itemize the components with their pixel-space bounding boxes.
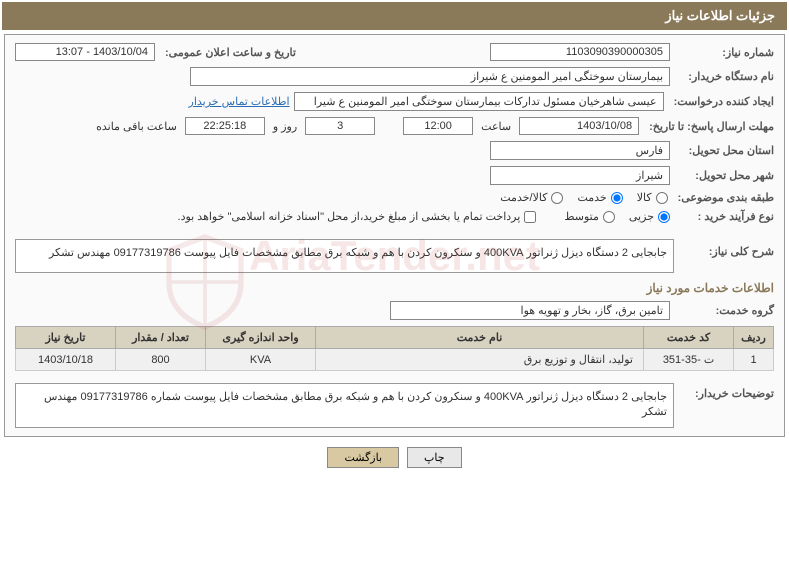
th-qty: تعداد / مقدار xyxy=(116,327,206,349)
category-label: طبقه بندی موضوعی: xyxy=(672,191,774,204)
row-province: استان محل تحویل: فارس xyxy=(15,141,774,160)
countdown-field: 22:25:18 xyxy=(185,117,265,135)
radio-service[interactable]: خدمت xyxy=(577,191,622,204)
td-row-n: 1 xyxy=(734,349,774,371)
payment-checkbox[interactable] xyxy=(524,211,536,223)
service-group-label: گروه خدمت: xyxy=(674,304,774,317)
deadline-label: مهلت ارسال پاسخ: تا تاریخ: xyxy=(643,120,774,133)
contact-link[interactable]: اطلاعات تماس خریدار xyxy=(189,95,290,108)
buyer-org-label: نام دستگاه خریدار: xyxy=(674,70,774,83)
services-table: ردیف کد خدمت نام خدمت واحد اندازه گیری ت… xyxy=(15,326,774,371)
announce-field: 1403/10/04 - 13:07 xyxy=(15,43,155,61)
category-radios: کالا خدمت کالا/خدمت xyxy=(500,191,667,204)
service-group-field: تامین برق، گاز، بخار و تهویه هوا xyxy=(390,301,670,320)
radio-service-label: خدمت xyxy=(577,191,606,204)
province-label: استان محل تحویل: xyxy=(674,144,774,157)
time-label: ساعت xyxy=(481,120,511,133)
requester-field: عیسی شاهرخیان مسئول تدارکات بیمارستان سو… xyxy=(294,92,664,111)
radio-goods-input[interactable] xyxy=(656,192,668,204)
page-header: جزئیات اطلاعات نیاز xyxy=(2,2,787,30)
summary-label: شرح کلی نیاز: xyxy=(674,239,774,258)
row-proc-type: نوع فرآیند خرید : جزیی متوسط پرداخت تمام… xyxy=(15,210,774,223)
page-title: جزئیات اطلاعات نیاز xyxy=(665,8,775,23)
radio-goods-label: کالا xyxy=(637,191,652,204)
th-date: تاریخ نیاز xyxy=(16,327,116,349)
th-row: ردیف xyxy=(734,327,774,349)
td-date: 1403/10/18 xyxy=(16,349,116,371)
th-name: نام خدمت xyxy=(316,327,644,349)
radio-partial-label: جزیی xyxy=(629,210,654,223)
row-requester: ایجاد کننده درخواست: عیسی شاهرخیان مسئول… xyxy=(15,92,774,111)
proc-radios: جزیی متوسط xyxy=(564,210,670,223)
city-label: شهر محل تحویل: xyxy=(674,169,774,182)
payment-checkbox-wrap[interactable]: پرداخت تمام یا بخشی از مبلغ خرید،از محل … xyxy=(178,210,537,223)
radio-partial[interactable]: جزیی xyxy=(629,210,670,223)
days-field: 3 xyxy=(305,117,375,135)
row-deadline: مهلت ارسال پاسخ: تا تاریخ: 1403/10/08 سا… xyxy=(15,117,774,135)
td-code: ت -35-351 xyxy=(644,349,734,371)
need-number-label: شماره نیاز: xyxy=(674,46,774,59)
need-number-field: 1103090390000305 xyxy=(490,43,670,61)
radio-partial-input[interactable] xyxy=(658,211,670,223)
td-unit: KVA xyxy=(206,349,316,371)
radio-goods-service-label: کالا/خدمت xyxy=(500,191,547,204)
deadline-time-field: 12:00 xyxy=(403,117,473,135)
summary-box: جابجایی 2 دستگاه دیزل ژنراتور 400KVA و س… xyxy=(15,239,674,273)
table-header-row: ردیف کد خدمت نام خدمت واحد اندازه گیری ت… xyxy=(16,327,774,349)
row-category: طبقه بندی موضوعی: کالا خدمت کالا/خدمت xyxy=(15,191,774,204)
services-section-title: اطلاعات خدمات مورد نیاز xyxy=(15,281,774,295)
days-text: روز و xyxy=(273,120,297,133)
radio-medium[interactable]: متوسط xyxy=(564,210,615,223)
td-qty: 800 xyxy=(116,349,206,371)
print-button[interactable]: چاپ xyxy=(407,447,462,468)
radio-goods-service-input[interactable] xyxy=(551,192,563,204)
buyer-org-field: بیمارستان سوختگی امیر المومنین ع شیراز xyxy=(190,67,670,86)
button-row: چاپ بازگشت xyxy=(0,447,789,468)
td-name: تولید، انتقال و توزیع برق xyxy=(316,349,644,371)
province-field: فارس xyxy=(490,141,670,160)
table-row: 1 ت -35-351 تولید، انتقال و توزیع برق KV… xyxy=(16,349,774,371)
buyer-desc-label: توضیحات خریدار: xyxy=(674,377,774,400)
main-form: شماره نیاز: 1103090390000305 تاریخ و ساع… xyxy=(4,34,785,437)
row-summary: شرح کلی نیاز: جابجایی 2 دستگاه دیزل ژنرا… xyxy=(15,239,774,273)
buyer-desc-box: جابجایی 2 دستگاه دیزل ژنراتور 400KVA و س… xyxy=(15,383,674,428)
city-field: شیراز xyxy=(490,166,670,185)
th-code: کد خدمت xyxy=(644,327,734,349)
deadline-date-field: 1403/10/08 xyxy=(519,117,639,135)
payment-note: پرداخت تمام یا بخشی از مبلغ خرید،از محل … xyxy=(178,210,521,223)
proc-type-label: نوع فرآیند خرید : xyxy=(674,210,774,223)
radio-goods-service[interactable]: کالا/خدمت xyxy=(500,191,563,204)
back-button[interactable]: بازگشت xyxy=(327,447,399,468)
radio-service-input[interactable] xyxy=(611,192,623,204)
row-city: شهر محل تحویل: شیراز xyxy=(15,166,774,185)
radio-goods[interactable]: کالا xyxy=(637,191,668,204)
radio-medium-input[interactable] xyxy=(603,211,615,223)
row-service-group: گروه خدمت: تامین برق، گاز، بخار و تهویه … xyxy=(15,301,774,320)
requester-label: ایجاد کننده درخواست: xyxy=(668,95,774,108)
remaining-text: ساعت باقی مانده xyxy=(96,120,177,133)
th-unit: واحد اندازه گیری xyxy=(206,327,316,349)
row-buyer-org: نام دستگاه خریدار: بیمارستان سوختگی امیر… xyxy=(15,67,774,86)
row-need-number: شماره نیاز: 1103090390000305 تاریخ و ساع… xyxy=(15,43,774,61)
announce-label: تاریخ و ساعت اعلان عمومی: xyxy=(159,46,296,59)
radio-medium-label: متوسط xyxy=(564,210,599,223)
row-buyer-desc: توضیحات خریدار: جابجایی 2 دستگاه دیزل ژن… xyxy=(15,377,774,428)
